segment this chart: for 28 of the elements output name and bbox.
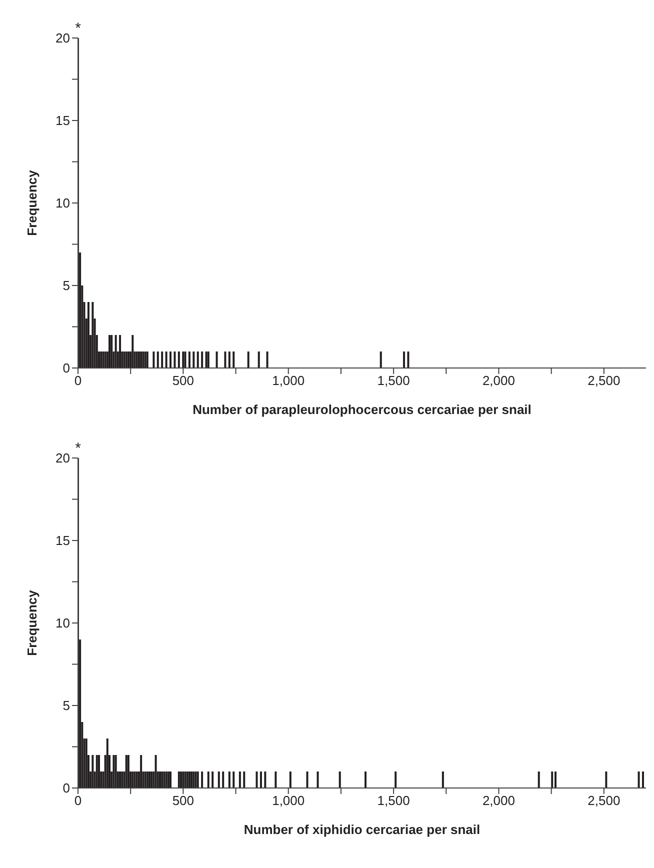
x-tick-label: 0	[74, 793, 82, 808]
x-tick-label: 2,500	[588, 373, 620, 388]
y-tick-label: 0	[62, 360, 70, 376]
x-axis-title: Number of xiphidio cercariae per snail	[244, 822, 480, 837]
x-tick-label: 2,000	[482, 793, 516, 808]
y-tick-label: 10	[56, 196, 70, 211]
y-tick-label: 15	[56, 533, 70, 548]
x-tick-label: 2,500	[588, 793, 620, 808]
y-tick-label: 0	[62, 780, 70, 796]
x-tick-label: 1,500	[377, 373, 410, 388]
y-tick-label: 20	[56, 30, 70, 46]
annotation: *	[75, 20, 82, 37]
x-axis-title: Number of parapleurolophocercous cercariae per snail	[192, 402, 532, 417]
x-tick-label: 2,000	[482, 373, 516, 388]
x-tick-label: 1,000	[272, 373, 305, 388]
y-axis-title: Frequency	[24, 169, 40, 236]
x-tick-label: 1,000	[272, 793, 305, 808]
x-tick-label: 0	[74, 373, 82, 388]
x-tick-label: 500	[172, 373, 194, 388]
y-tick-label: 15	[56, 113, 70, 128]
y-tick-label: 5	[62, 698, 70, 714]
x-tick-label: 500	[172, 793, 194, 808]
y-tick-label: 10	[56, 616, 70, 631]
annotation: *	[75, 440, 82, 457]
y-axis-title: Frequency	[24, 589, 40, 656]
y-tick-label: 20	[56, 450, 70, 466]
x-tick-label: 1,500	[377, 793, 410, 808]
y-tick-label: 5	[62, 278, 70, 294]
